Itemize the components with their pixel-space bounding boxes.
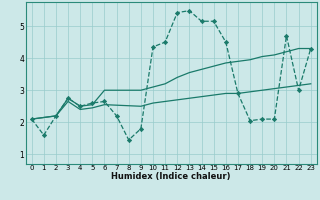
X-axis label: Humidex (Indice chaleur): Humidex (Indice chaleur) <box>111 172 231 181</box>
